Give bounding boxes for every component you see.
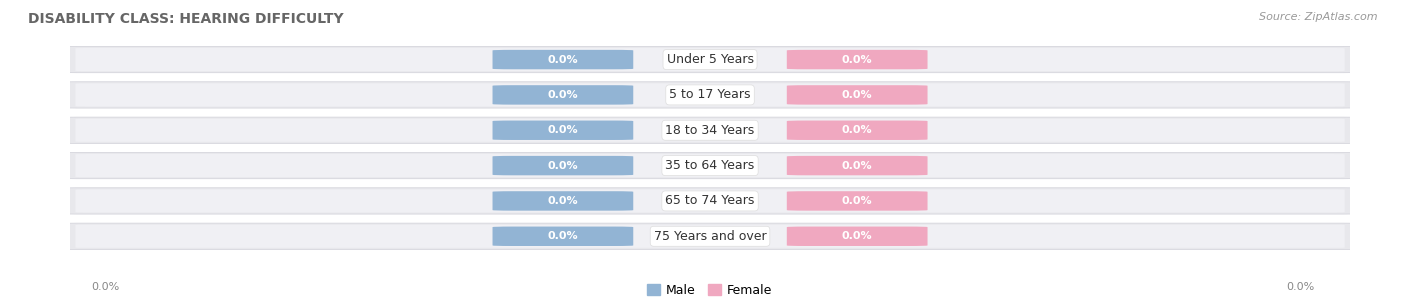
Text: 0.0%: 0.0%: [547, 90, 578, 100]
FancyBboxPatch shape: [787, 120, 928, 140]
FancyBboxPatch shape: [492, 227, 633, 246]
Text: 35 to 64 Years: 35 to 64 Years: [665, 159, 755, 172]
FancyBboxPatch shape: [492, 156, 633, 175]
Text: 75 Years and over: 75 Years and over: [654, 230, 766, 243]
Text: 0.0%: 0.0%: [547, 231, 578, 241]
FancyBboxPatch shape: [76, 83, 1344, 106]
FancyBboxPatch shape: [787, 191, 928, 211]
FancyBboxPatch shape: [787, 156, 928, 175]
Legend: Male, Female: Male, Female: [643, 279, 778, 302]
Text: 0.0%: 0.0%: [842, 196, 873, 206]
Text: 0.0%: 0.0%: [547, 161, 578, 170]
Text: 0.0%: 0.0%: [547, 55, 578, 65]
FancyBboxPatch shape: [62, 82, 1358, 108]
Text: 0.0%: 0.0%: [842, 161, 873, 170]
FancyBboxPatch shape: [76, 48, 1344, 71]
Text: 0.0%: 0.0%: [842, 125, 873, 135]
Text: 0.0%: 0.0%: [842, 90, 873, 100]
FancyBboxPatch shape: [62, 152, 1358, 179]
FancyBboxPatch shape: [787, 50, 928, 69]
FancyBboxPatch shape: [492, 50, 633, 69]
FancyBboxPatch shape: [62, 117, 1358, 143]
Text: 5 to 17 Years: 5 to 17 Years: [669, 88, 751, 102]
FancyBboxPatch shape: [492, 120, 633, 140]
FancyBboxPatch shape: [76, 154, 1344, 177]
Text: 65 to 74 Years: 65 to 74 Years: [665, 194, 755, 207]
FancyBboxPatch shape: [492, 85, 633, 105]
FancyBboxPatch shape: [787, 85, 928, 105]
Text: 18 to 34 Years: 18 to 34 Years: [665, 124, 755, 137]
FancyBboxPatch shape: [62, 223, 1358, 249]
FancyBboxPatch shape: [62, 188, 1358, 214]
FancyBboxPatch shape: [787, 227, 928, 246]
Text: 0.0%: 0.0%: [842, 55, 873, 65]
FancyBboxPatch shape: [62, 46, 1358, 73]
Text: 0.0%: 0.0%: [1286, 282, 1315, 292]
Text: 0.0%: 0.0%: [547, 125, 578, 135]
FancyBboxPatch shape: [76, 189, 1344, 213]
FancyBboxPatch shape: [76, 119, 1344, 142]
FancyBboxPatch shape: [76, 225, 1344, 248]
Text: 0.0%: 0.0%: [547, 196, 578, 206]
Text: 0.0%: 0.0%: [842, 231, 873, 241]
Text: 0.0%: 0.0%: [91, 282, 120, 292]
FancyBboxPatch shape: [492, 191, 633, 211]
Text: DISABILITY CLASS: HEARING DIFFICULTY: DISABILITY CLASS: HEARING DIFFICULTY: [28, 12, 343, 26]
Text: Source: ZipAtlas.com: Source: ZipAtlas.com: [1260, 12, 1378, 22]
Text: Under 5 Years: Under 5 Years: [666, 53, 754, 66]
